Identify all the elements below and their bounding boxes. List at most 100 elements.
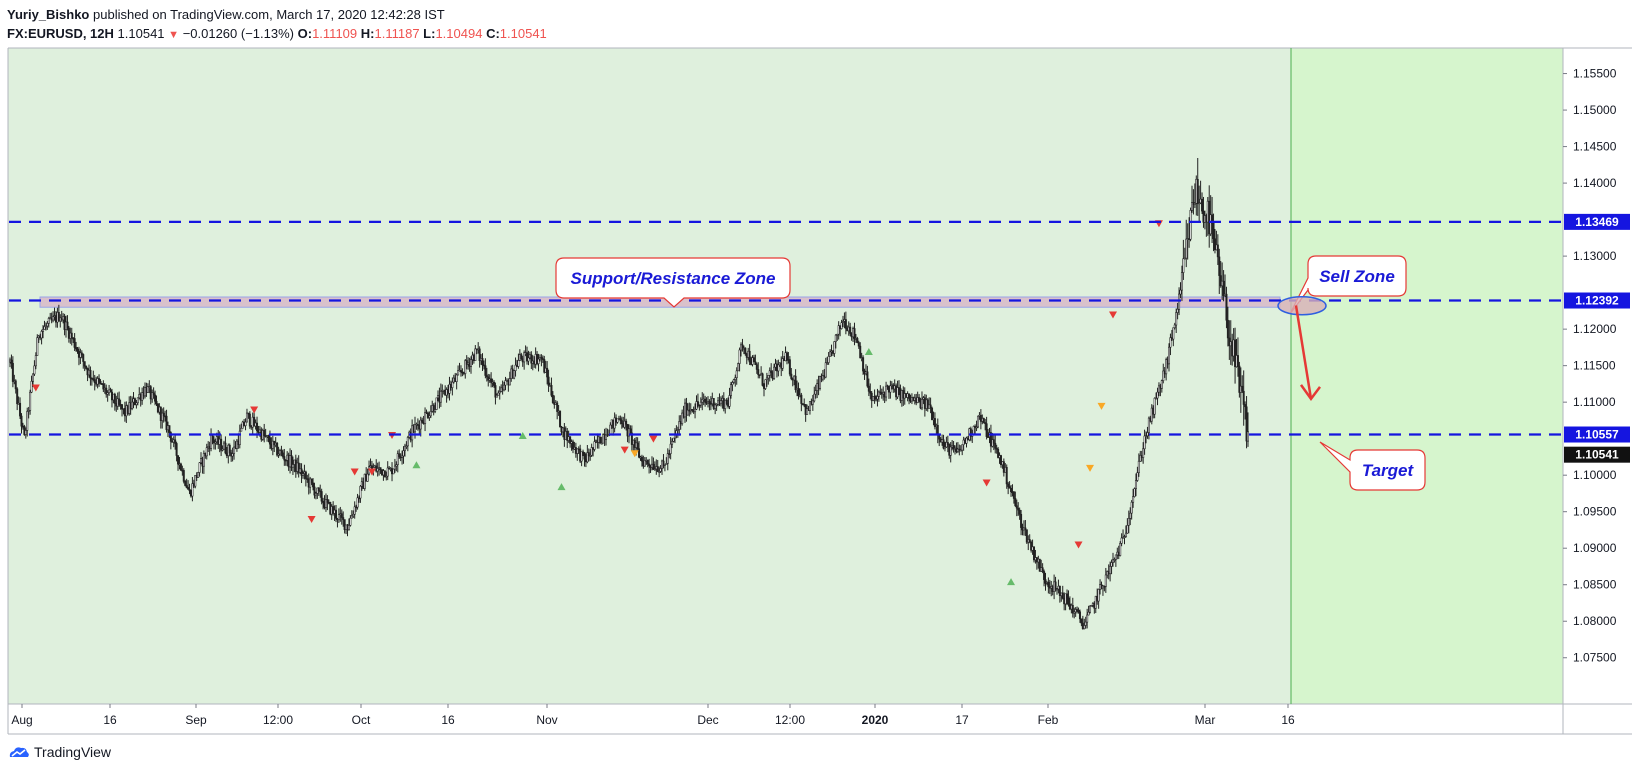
candle — [1067, 590, 1070, 607]
candle-body — [813, 393, 816, 402]
candle-body — [1169, 337, 1172, 348]
candle-body — [194, 475, 197, 487]
candle-body — [1073, 611, 1076, 614]
candle — [675, 425, 678, 439]
tradingview-cloud-icon[interactable] — [8, 745, 30, 759]
candle — [24, 427, 27, 439]
candle-body — [1083, 625, 1086, 630]
signal-marker — [367, 468, 376, 476]
candle-body — [29, 391, 32, 411]
candle-body — [867, 385, 870, 392]
candle — [146, 383, 149, 393]
candle — [99, 379, 102, 385]
candle-body — [992, 439, 995, 444]
candle-body — [952, 445, 955, 449]
candle-body — [1146, 432, 1149, 437]
candle-body — [291, 464, 294, 468]
candle-body — [43, 326, 46, 330]
candle — [353, 501, 356, 519]
candle — [669, 437, 672, 460]
candle — [862, 355, 865, 375]
candle-body — [643, 460, 646, 467]
candle-body — [1018, 509, 1021, 515]
candle — [495, 393, 498, 398]
candle-body — [732, 379, 735, 383]
candle — [620, 416, 623, 429]
candle-body — [1130, 501, 1133, 514]
candle-body — [668, 453, 671, 455]
candle — [962, 436, 965, 451]
candle-body — [1055, 588, 1058, 591]
candle-body — [609, 424, 612, 435]
candle — [777, 359, 780, 377]
candle — [184, 479, 187, 487]
price-axis-panel[interactable] — [1563, 48, 1632, 704]
candle — [593, 436, 596, 452]
candle-body — [1175, 312, 1178, 326]
candle — [559, 410, 562, 428]
candle — [630, 425, 633, 452]
candle-body — [773, 366, 776, 379]
x-tick-label: 12:00 — [775, 713, 805, 727]
author-name[interactable]: Yuriy_Bishko — [7, 7, 90, 22]
candle — [481, 353, 484, 371]
candle-body — [1124, 532, 1127, 537]
candle — [583, 452, 586, 467]
candle — [785, 351, 788, 365]
candle-body — [24, 430, 27, 435]
candle — [267, 434, 270, 443]
candle — [1216, 234, 1219, 266]
candle — [1129, 507, 1132, 526]
candle — [1020, 509, 1023, 536]
candle — [85, 365, 88, 370]
candle — [590, 443, 593, 458]
candle-body — [1033, 546, 1036, 561]
candle — [523, 350, 526, 370]
candle — [168, 425, 171, 438]
candle-body — [393, 465, 396, 470]
candle — [514, 357, 517, 377]
candle-body — [253, 416, 256, 427]
tradingview-brand[interactable]: TradingView — [34, 744, 112, 760]
candle-body — [432, 405, 435, 412]
annotations: Support/Resistance Zone Sell Zone Target — [555, 255, 1426, 491]
candle — [757, 362, 760, 379]
candle — [40, 329, 43, 345]
candle-body — [873, 396, 876, 400]
candle-body — [526, 352, 529, 362]
candle-body — [1084, 621, 1087, 626]
candle — [653, 461, 656, 471]
candle — [629, 425, 632, 435]
candle — [1162, 363, 1165, 384]
candle-body — [1201, 198, 1204, 212]
candle — [75, 341, 78, 352]
candle — [1160, 379, 1163, 393]
candle — [76, 346, 79, 354]
candle-body — [849, 326, 852, 334]
candle — [161, 408, 164, 429]
candle — [761, 372, 764, 387]
candle-body — [790, 373, 793, 379]
candle — [877, 390, 880, 402]
sell-zone-callout: Sell Zone — [1289, 255, 1407, 315]
candle — [179, 462, 182, 471]
candle — [1008, 481, 1011, 489]
candle — [672, 437, 675, 443]
candle-body — [738, 349, 741, 364]
candle — [263, 423, 266, 443]
candle-body — [1216, 244, 1219, 258]
candle-body — [79, 352, 82, 358]
candle-body — [304, 471, 307, 479]
candle — [806, 404, 809, 415]
candle-body — [755, 364, 758, 370]
candle — [764, 379, 767, 390]
candle-body — [1017, 507, 1020, 511]
resistance-price-label: 1.13469 — [1575, 215, 1619, 229]
candle — [1015, 499, 1018, 517]
candle — [576, 448, 579, 461]
candle — [177, 455, 180, 471]
low-value: 1.10494 — [435, 26, 483, 41]
candle-body — [359, 486, 362, 499]
candle — [984, 418, 987, 431]
